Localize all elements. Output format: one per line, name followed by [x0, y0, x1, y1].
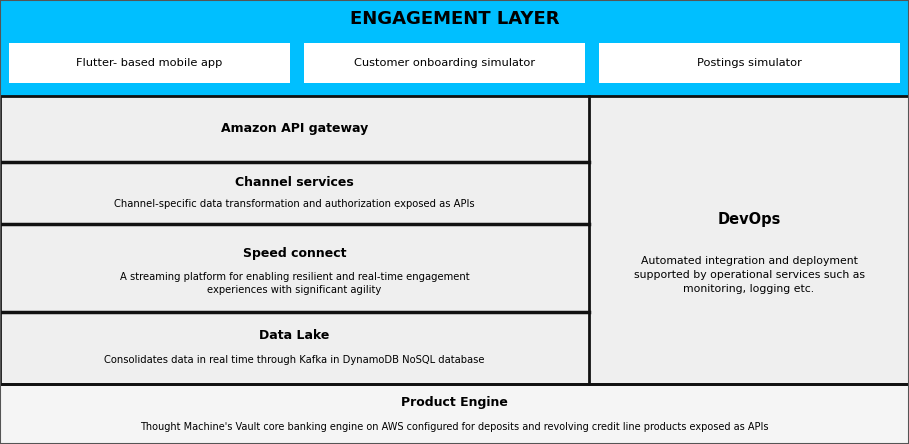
- Bar: [0, 384, 909, 444]
- Text: Amazon API gateway: Amazon API gateway: [221, 123, 368, 135]
- Bar: [0, 38, 909, 88]
- Text: Flutter- based mobile app: Flutter- based mobile app: [75, 58, 223, 68]
- Text: Data Lake: Data Lake: [259, 329, 330, 342]
- Bar: [599, 43, 901, 83]
- Bar: [0, 96, 909, 384]
- Text: Channel-specific data transformation and authorization exposed as APIs: Channel-specific data transformation and…: [115, 199, 474, 209]
- Text: Customer onboarding simulator: Customer onboarding simulator: [354, 58, 535, 68]
- Bar: [8, 43, 290, 83]
- Text: Thought Machine's Vault core banking engine on AWS configured for deposits and r: Thought Machine's Vault core banking eng…: [140, 422, 769, 432]
- Bar: [304, 43, 585, 83]
- Text: Automated integration and deployment
supported by operational services such as
m: Automated integration and deployment sup…: [634, 256, 864, 293]
- Bar: [0, 96, 909, 384]
- Text: Postings simulator: Postings simulator: [697, 58, 803, 68]
- Text: DevOps: DevOps: [717, 212, 781, 227]
- Text: ENGAGEMENT LAYER: ENGAGEMENT LAYER: [350, 10, 559, 28]
- Bar: [0, 88, 909, 96]
- Text: Speed connect: Speed connect: [243, 247, 346, 260]
- Text: Channel services: Channel services: [235, 176, 354, 189]
- Text: A streaming platform for enabling resilient and real-time engagement
experiences: A streaming platform for enabling resili…: [120, 272, 469, 295]
- Bar: [0, 0, 909, 38]
- Text: Consolidates data in real time through Kafka in DynamoDB NoSQL database: Consolidates data in real time through K…: [105, 355, 484, 365]
- Text: Product Engine: Product Engine: [401, 396, 508, 408]
